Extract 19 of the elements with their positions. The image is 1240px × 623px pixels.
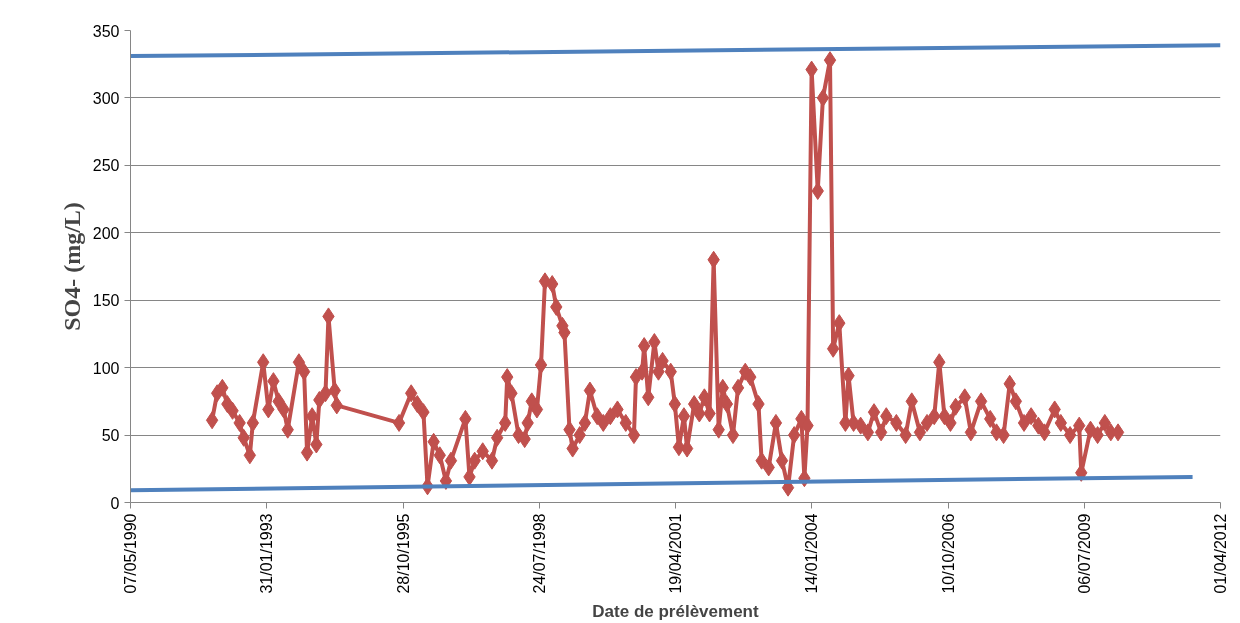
y-tick-label: 50: [101, 427, 120, 445]
x-tick-label: 10/10/2006: [939, 513, 957, 594]
x-tick-label: 28/10/1995: [394, 513, 412, 594]
y-tick-label: 150: [92, 292, 120, 310]
y-tick-label: 350: [92, 22, 120, 40]
y-axis-title: SO4- (mg/L): [58, 202, 85, 331]
x-tick-label: 19/04/2001: [667, 513, 684, 594]
y-tick-label: 300: [92, 89, 120, 107]
x-tick-label: 31/01/1993: [258, 513, 276, 594]
x-axis-title: Date de prélèvement: [592, 601, 759, 621]
x-tick-label: 01/04/2012: [1212, 513, 1229, 594]
x-tick-label: 06/07/2009: [1075, 513, 1093, 594]
y-tick-label: 250: [92, 157, 120, 175]
y-tick-label: 200: [92, 224, 120, 242]
y-tick-label: 0: [110, 494, 120, 512]
x-tick-label: 24/07/1998: [530, 513, 548, 594]
y-tick-label: 100: [92, 359, 120, 377]
x-tick-label: 07/05/1990: [122, 513, 139, 594]
x-tick-label: 14/01/2004: [803, 513, 821, 594]
